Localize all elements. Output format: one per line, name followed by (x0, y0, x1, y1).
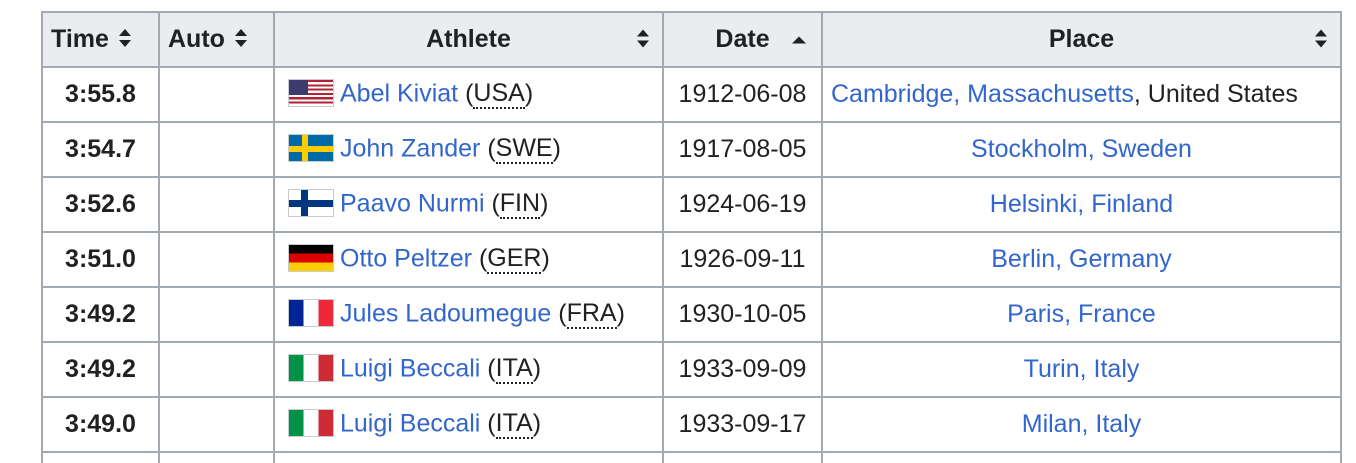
place-link[interactable]: Berlin, Germany (991, 245, 1172, 273)
auto-cell (158, 396, 275, 453)
athlete-link[interactable]: Luigi Beccali (340, 409, 481, 438)
athlete-link[interactable]: John Zander (340, 134, 481, 163)
place-link[interactable]: Helsinki, Finland (989, 190, 1174, 218)
header-athlete[interactable]: Athlete (273, 11, 664, 68)
table-row: 3:55.8 Abel Kiviat (USA) 1912-06-08 Cambrid… (41, 66, 1342, 123)
date-cell: 1912-06-08 (662, 66, 823, 123)
nation-code: FRA (566, 299, 617, 330)
table-row: 3:49.0 Luigi Beccali (ITA) 1933-09-17 Milan… (41, 396, 1342, 453)
nation-code: SWE (495, 134, 553, 165)
athlete-link[interactable]: Abel Kiviat (340, 79, 459, 108)
athlete-cell: Luigi Beccali (ITA) (273, 396, 664, 453)
place-link[interactable]: Paris, France (1007, 300, 1156, 328)
place-link[interactable]: Stockholm, Sweden (971, 135, 1192, 163)
auto-cell (158, 341, 275, 398)
header-auto[interactable]: Auto (158, 11, 275, 68)
table-row (41, 451, 1342, 463)
athlete-cell: Otto Peltzer (GER) (273, 231, 664, 288)
table-row: 3:49.2 Jules Ladoumegue (FRA) 1930-10-05 Pa… (41, 286, 1342, 343)
auto-cell (158, 66, 275, 123)
sort-ascending-icon[interactable] (792, 36, 806, 43)
athlete-cell: Jules Ladoumegue (FRA) (273, 286, 664, 343)
auto-cell (158, 286, 275, 343)
place-country: , United States (1133, 80, 1298, 108)
date-cell: 1933-09-09 (662, 341, 823, 398)
flag-swe-icon (288, 133, 334, 162)
time-cell: 3:49.0 (41, 396, 160, 453)
header-auto-label: Auto (168, 25, 225, 53)
header-date-label: Date (715, 25, 770, 53)
athlete-link[interactable]: Luigi Beccali (340, 354, 481, 383)
records-table: Time Auto Athlete Date (41, 11, 1342, 463)
nation-code: GER (487, 244, 542, 275)
time-cell: 3:54.7 (41, 121, 160, 178)
date-cell: 1926-09-11 (662, 231, 823, 288)
header-place[interactable]: Place (821, 11, 1342, 68)
time-cell: 3:52.6 (41, 176, 160, 233)
place-cell: Milan, Italy (821, 396, 1342, 453)
sort-both-icon[interactable] (234, 28, 248, 51)
table-row: 3:49.2 Luigi Beccali (ITA) 1933-09-09 Turin… (41, 341, 1342, 398)
header-time[interactable]: Time (41, 11, 160, 68)
athlete-cell: Abel Kiviat (USA) (273, 66, 664, 123)
time-cell: 3:51.0 (41, 231, 160, 288)
sort-both-icon[interactable] (636, 28, 650, 51)
flag-usa-icon (288, 78, 334, 107)
auto-cell (158, 231, 275, 288)
place-link[interactable]: Turin, Italy (1023, 355, 1140, 383)
place-cell: Turin, Italy (821, 341, 1342, 398)
date-cell: 1917-08-05 (662, 121, 823, 178)
place-cell: Berlin, Germany (821, 231, 1342, 288)
time-cell: 3:49.2 (41, 341, 160, 398)
time-cell: 3:49.2 (41, 286, 160, 343)
auto-cell (158, 121, 275, 178)
athlete-cell: Luigi Beccali (ITA) (273, 341, 664, 398)
header-row: Time Auto Athlete Date (41, 11, 1342, 68)
auto-cell (158, 176, 275, 233)
nation-code: ITA (495, 354, 533, 385)
nation-code: ITA (495, 409, 533, 440)
date-cell: 1930-10-05 (662, 286, 823, 343)
athlete-link[interactable]: Paavo Nurmi (340, 189, 485, 218)
table-row: 3:51.0 Otto Peltzer (GER) 1926-09-11 Berlin… (41, 231, 1342, 288)
header-place-label: Place (1048, 25, 1115, 53)
sort-both-icon[interactable] (118, 28, 132, 51)
place-link[interactable]: Cambridge, Massachusetts (831, 80, 1134, 108)
nation-code: FIN (499, 189, 541, 220)
place-cell: Helsinki, Finland (821, 176, 1342, 233)
athlete-cell: John Zander (SWE) (273, 121, 664, 178)
place-link[interactable]: Milan, Italy (1021, 410, 1142, 438)
flag-fin-icon (288, 188, 334, 217)
place-cell: Cambridge, Massachusetts, United States (821, 66, 1342, 123)
sort-both-icon[interactable] (1314, 28, 1328, 51)
table-row: 3:52.6 Paavo Nurmi (FIN) 1924-06-19 Helsink… (41, 176, 1342, 233)
athlete-cell: Paavo Nurmi (FIN) (273, 176, 664, 233)
place-cell: Stockholm, Sweden (821, 121, 1342, 178)
date-cell: 1924-06-19 (662, 176, 823, 233)
athlete-link[interactable]: Otto Peltzer (340, 244, 472, 273)
header-time-label: Time (51, 25, 109, 53)
flag-ita-icon (288, 353, 334, 382)
date-cell: 1933-09-17 (662, 396, 823, 453)
nation-code: USA (473, 79, 525, 110)
athlete-link[interactable]: Jules Ladoumegue (340, 299, 552, 328)
place-cell: Paris, France (821, 286, 1342, 343)
flag-ita-icon (288, 408, 334, 437)
flag-ger-icon (288, 243, 334, 272)
flag-fra-icon (288, 298, 334, 327)
header-date[interactable]: Date (662, 11, 823, 68)
time-cell: 3:55.8 (41, 66, 160, 123)
table-row: 3:54.7 John Zander (SWE) 1917-08-05 Stockho… (41, 121, 1342, 178)
header-athlete-label: Athlete (426, 25, 511, 53)
